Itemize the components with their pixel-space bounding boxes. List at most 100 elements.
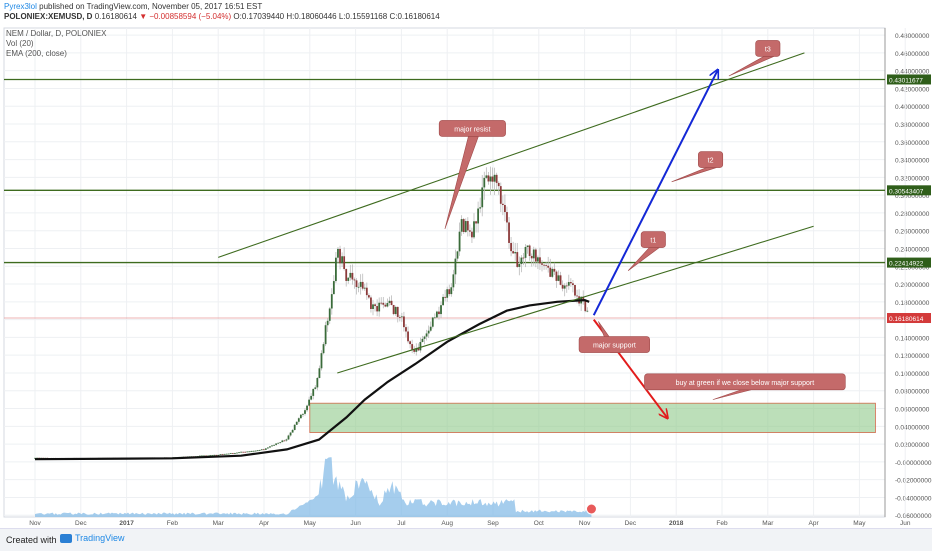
candle-body — [539, 257, 541, 263]
callout-label: major resist — [454, 126, 490, 133]
candle-body — [277, 443, 279, 444]
candle-body — [374, 304, 376, 306]
ema-indicator-label[interactable]: EMA (200, close) — [6, 49, 67, 58]
candle-body — [393, 305, 395, 314]
candle-body — [228, 454, 230, 455]
volume-indicator-label[interactable]: Vol (20) — [6, 39, 34, 48]
candle-body — [242, 452, 244, 453]
y-tick-label: 0.14000000 — [895, 335, 930, 342]
x-tick-label: Feb — [716, 520, 728, 527]
candle-body — [351, 273, 353, 280]
y-tick-label: 0.06000000 — [895, 407, 930, 414]
candle-body — [358, 287, 360, 288]
candle-body — [333, 281, 335, 294]
candle-body — [337, 249, 339, 258]
candle-body — [269, 446, 271, 447]
last-price: 0.16180614 — [95, 12, 137, 21]
candle-body — [483, 178, 485, 188]
x-tick-label: Dec — [75, 520, 87, 527]
callout-label: buy at green if we close below major sup… — [676, 380, 815, 387]
candle-body — [502, 204, 504, 205]
candle-body — [560, 275, 562, 284]
candle-body — [366, 288, 368, 295]
candle-body — [395, 307, 397, 314]
y-tick-label: 0.46000000 — [895, 51, 930, 58]
candle-body — [481, 187, 483, 207]
y-tick-label: 0.34000000 — [895, 158, 930, 165]
y-tick-label: -0.02000000 — [895, 478, 932, 485]
y-tick-label: 0.10000000 — [895, 371, 930, 378]
candle-body — [514, 252, 516, 253]
candle-body — [545, 265, 547, 266]
x-tick-label: 2017 — [119, 520, 134, 527]
candle-body — [286, 439, 288, 440]
candle-body — [222, 454, 224, 455]
publisher-link[interactable]: Pyrex3lol — [4, 2, 37, 11]
candle-body — [467, 221, 469, 230]
price-change: ▼ −0.00858594 (−5.04%) — [139, 12, 231, 21]
candle-body — [543, 265, 545, 266]
high-value: H:0.18060446 — [286, 12, 336, 21]
candle-body — [531, 256, 533, 258]
publish-text: published on TradingView.com, November 0… — [39, 2, 262, 11]
candle-body — [510, 243, 512, 251]
candle-body — [426, 333, 428, 336]
candle-body — [220, 454, 222, 455]
candle-body — [520, 258, 522, 264]
candle-body — [319, 368, 321, 378]
candle-body — [446, 289, 448, 298]
candle-body — [248, 451, 250, 452]
candle-body — [380, 303, 382, 304]
buy-zone — [310, 403, 876, 432]
candle-body — [255, 451, 257, 452]
candle-body — [469, 230, 471, 231]
tradingview-brand[interactable]: TradingView — [60, 533, 125, 543]
candle-body — [566, 286, 568, 287]
candle-body — [430, 327, 432, 331]
symbol-line: POLONIEX:XEMUSD, D 0.16180614 ▼ −0.00858… — [4, 12, 440, 21]
candle-body — [500, 186, 502, 204]
candle-body — [551, 269, 553, 277]
level-price-label: 0.22414922 — [889, 261, 924, 268]
x-tick-label: Jul — [397, 520, 406, 527]
candle-body — [327, 321, 329, 325]
candle-body — [490, 177, 492, 182]
candle-body — [259, 450, 261, 451]
candle-body — [471, 232, 473, 238]
publish-line: Pyrex3lol published on TradingView.com, … — [4, 2, 262, 11]
callout-label: t1 — [650, 238, 656, 245]
y-tick-label: 0.26000000 — [895, 229, 930, 236]
candle-body — [304, 410, 306, 414]
candle-body — [389, 301, 391, 303]
candle-body — [448, 289, 450, 294]
candle-body — [405, 327, 407, 331]
candle-body — [525, 247, 527, 258]
candle-body — [547, 266, 549, 268]
candle-body — [323, 344, 325, 353]
footer-bar: Created with TradingView — [0, 528, 932, 551]
candle-body — [422, 339, 424, 342]
y-tick-label: 0.20000000 — [895, 282, 930, 289]
candle-body — [568, 282, 570, 286]
candle-body — [339, 249, 341, 263]
candle-body — [349, 273, 351, 278]
candle-body — [345, 269, 347, 281]
candle-body — [316, 378, 318, 387]
candle-body — [475, 221, 477, 223]
candle-body — [372, 304, 374, 309]
candle-body — [516, 252, 518, 267]
candle-body — [399, 317, 401, 318]
event-flag-icon — [586, 504, 596, 514]
candle-body — [382, 303, 384, 305]
candle-body — [403, 316, 405, 327]
candle-body — [312, 389, 314, 396]
candle-body — [356, 280, 358, 287]
candle-body — [251, 451, 253, 452]
candle-body — [537, 257, 539, 261]
candle-body — [343, 256, 345, 269]
candle-body — [234, 453, 236, 454]
candle-body — [281, 441, 283, 443]
y-tick-label: 0.08000000 — [895, 389, 930, 396]
y-tick-label: 0.42000000 — [895, 86, 930, 93]
